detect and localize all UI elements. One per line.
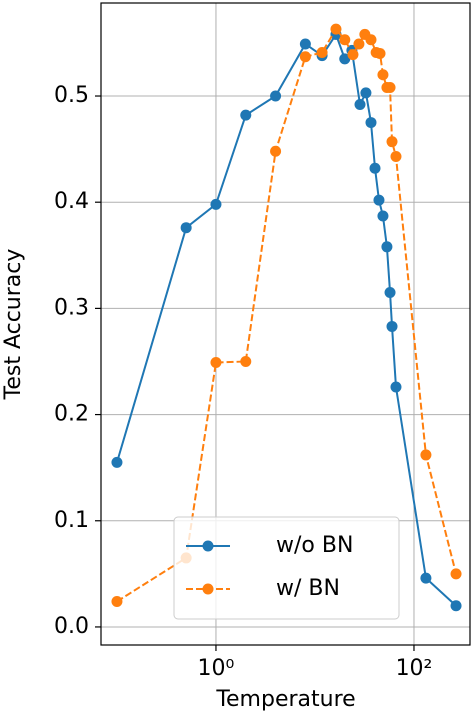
y-tick-label: 0.4 [54,189,89,214]
data-point [347,49,359,61]
plot-frame [100,2,471,646]
data-point [384,286,396,298]
data-point [240,355,252,367]
legend-label: w/ BN [276,576,340,601]
legend-label: w/o BN [276,533,353,558]
y-tick-label: 0.5 [54,83,89,108]
y-tick-label: 0.3 [54,295,89,320]
data-point [210,198,222,210]
data-point [386,136,398,148]
data-point [316,46,328,58]
data-point [390,381,402,393]
series-line [116,27,458,603]
data-point [420,572,432,584]
legend-marker [202,540,214,552]
y-axis-label: Test Accuracy [1,249,26,401]
x-tick-label: 10⁰ [198,656,235,681]
data-point [360,87,372,99]
legend-marker [202,583,214,595]
data-point [386,320,398,332]
y-tick-label: 0.1 [54,508,89,533]
data-point [353,38,365,50]
data-point [365,34,377,46]
data-point [420,449,432,461]
legend-box [173,516,400,620]
x-tick-label: 10² [396,656,433,681]
y-tick-label: 0.0 [54,614,89,639]
data-point [365,117,377,129]
data-point [299,51,311,63]
data-point [210,357,222,369]
data-point [450,600,462,612]
data-point [369,162,381,174]
data-point [377,210,389,222]
x-axis-label: Temperature [215,687,355,712]
data-point [111,456,123,468]
data-point [299,38,311,50]
data-point [450,568,462,580]
data-point [270,145,282,157]
series-line [115,32,457,607]
data-point [330,23,342,35]
data-point [381,241,393,253]
y-tick-label: 0.2 [54,402,89,427]
data-point [354,99,366,111]
data-point [111,595,123,607]
data-point [390,151,402,163]
data-point [270,90,282,102]
data-point [180,222,192,234]
data-point [339,34,351,46]
data-point [240,109,252,121]
data-point [384,82,396,94]
data-point [373,194,385,206]
data-point [377,69,389,81]
data-point [339,53,351,65]
data-point [374,48,386,60]
